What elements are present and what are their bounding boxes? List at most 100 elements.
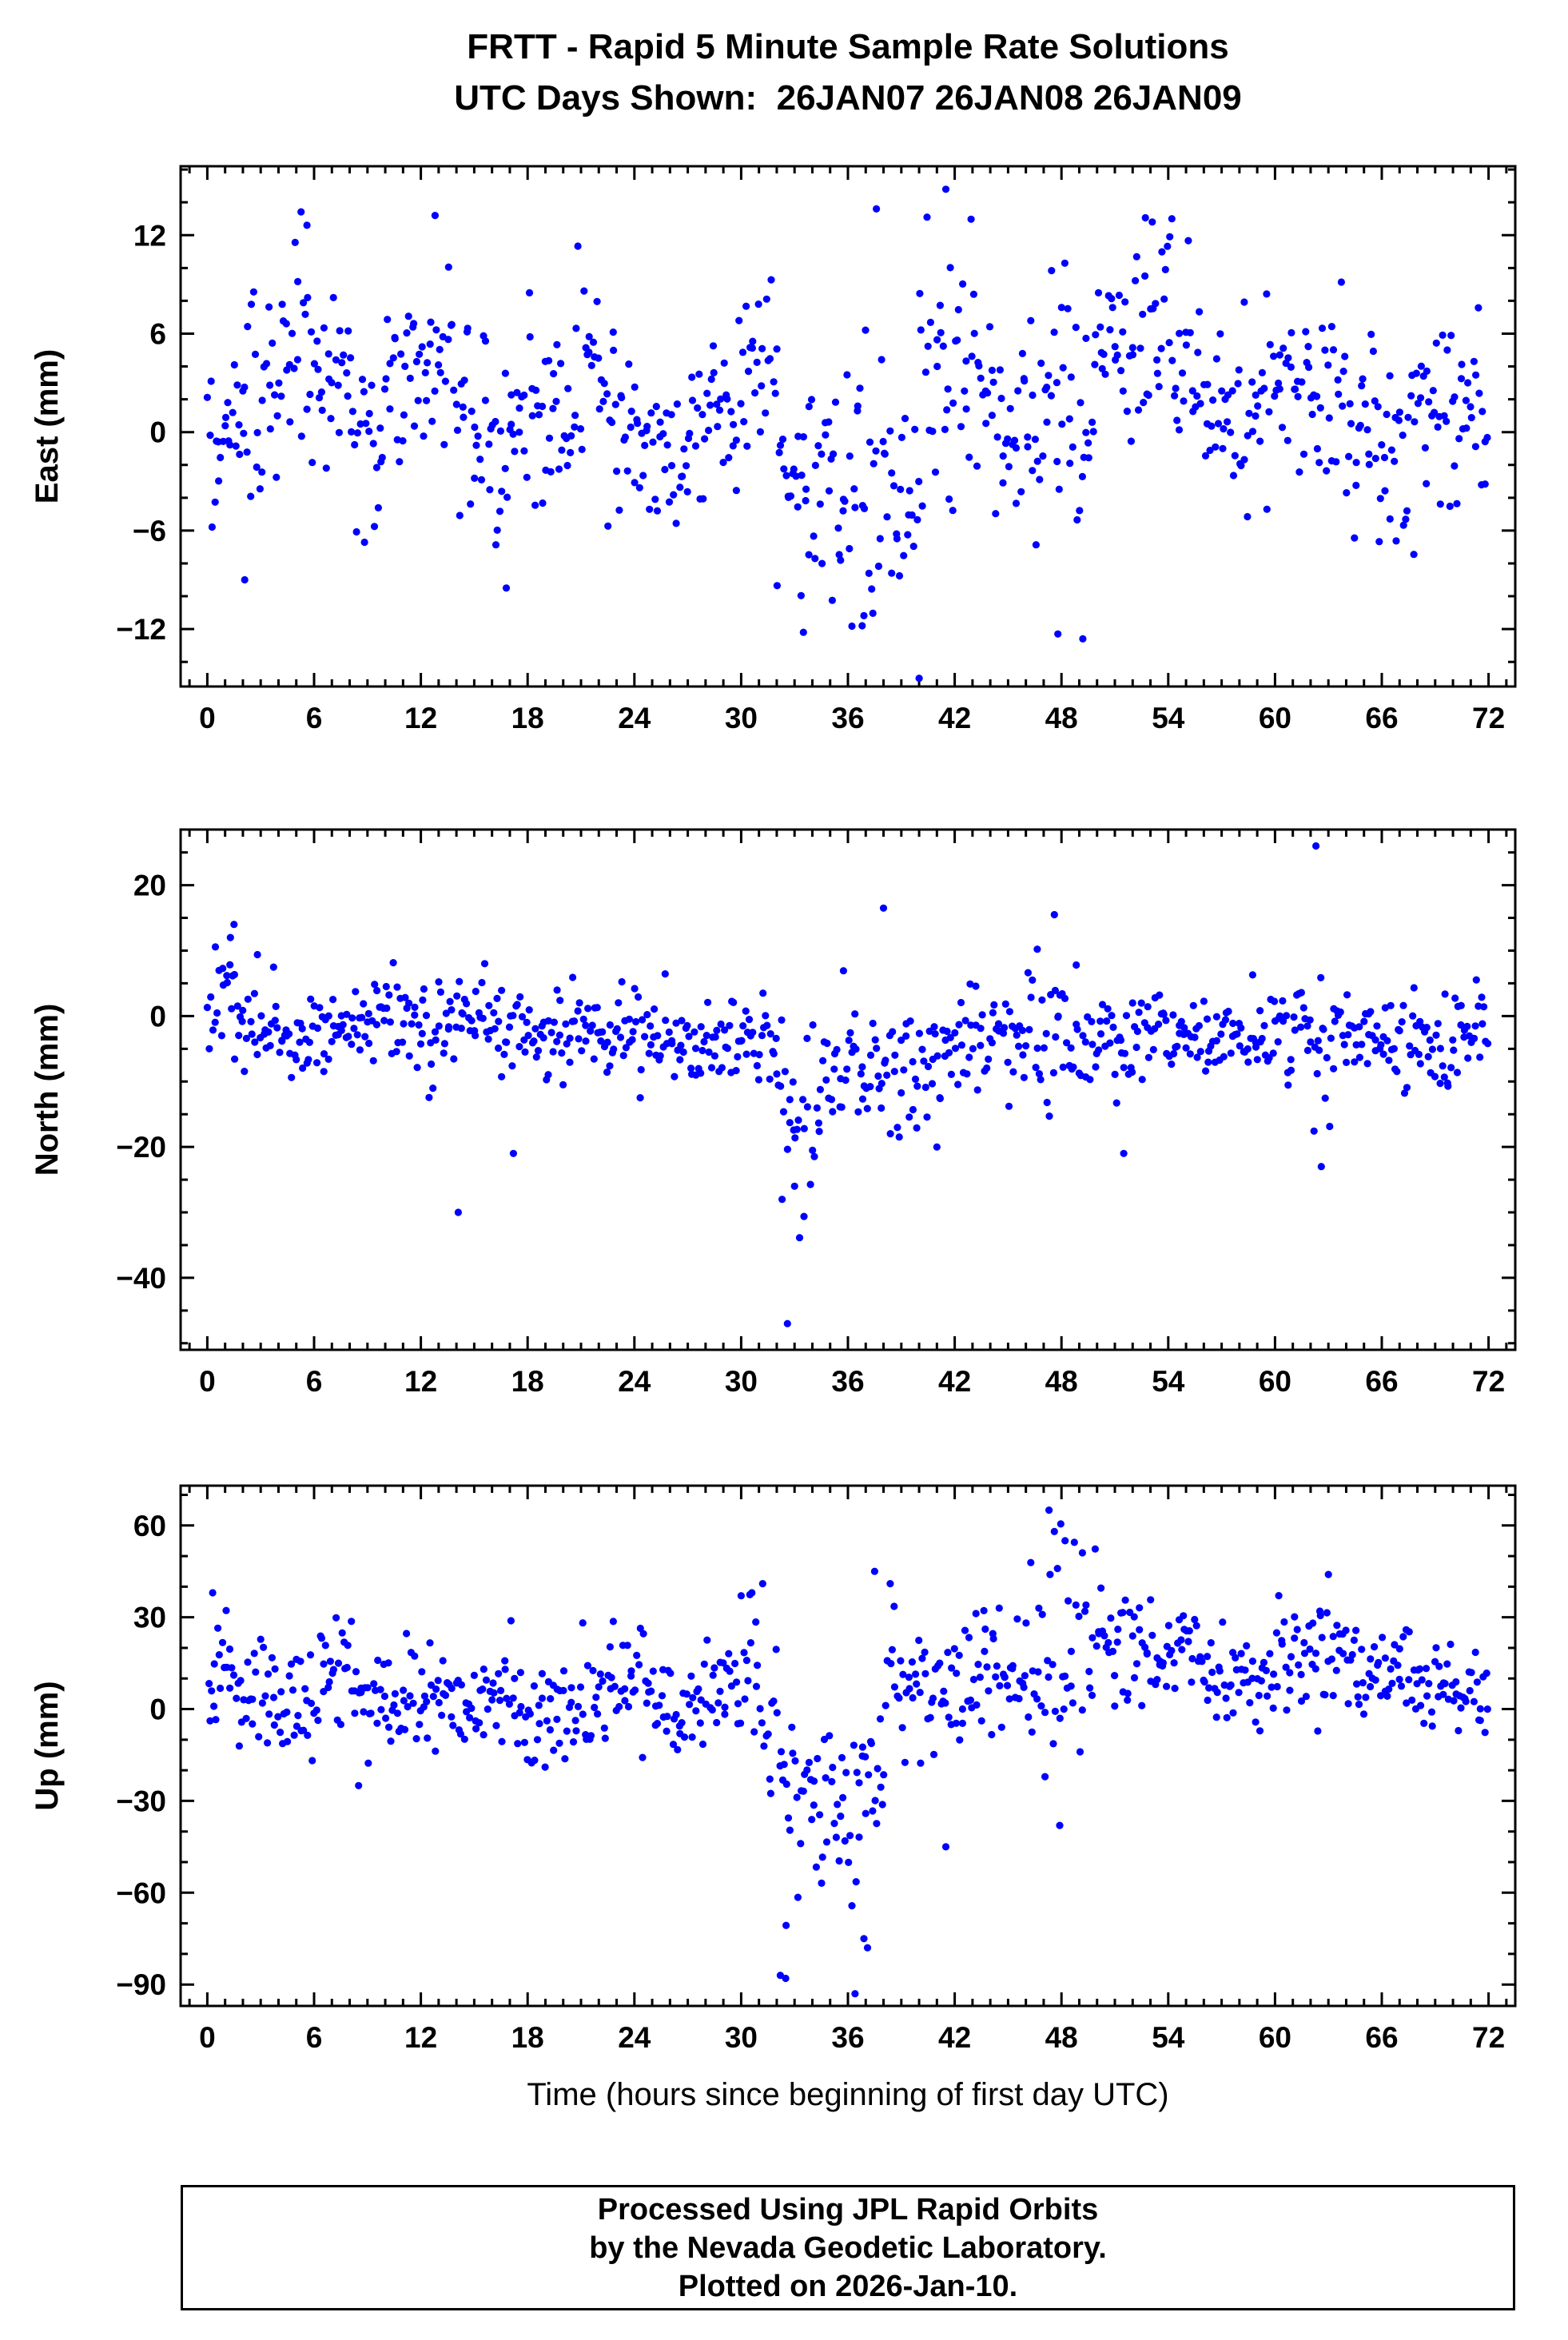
data-point: [647, 409, 655, 417]
data-point: [1038, 996, 1046, 1004]
data-point: [348, 408, 356, 416]
data-point: [594, 1710, 602, 1718]
data-point: [1224, 1007, 1232, 1016]
data-point: [1025, 1025, 1033, 1033]
data-point: [848, 1902, 856, 1910]
data-point: [921, 1648, 929, 1656]
data-point: [852, 1045, 860, 1053]
data-point: [1327, 323, 1335, 331]
data-point: [837, 1813, 845, 1821]
data-point: [1043, 418, 1051, 426]
data-point: [380, 385, 389, 393]
data-point: [217, 1032, 225, 1040]
data-point: [679, 472, 686, 480]
data-point: [205, 1045, 213, 1053]
data-point: [899, 1670, 907, 1678]
data-point: [438, 1711, 446, 1719]
data-point: [917, 326, 925, 334]
data-point: [631, 383, 639, 391]
data-point: [300, 299, 308, 307]
data-point: [939, 342, 947, 350]
data-point: [206, 1717, 214, 1725]
data-point: [734, 1053, 742, 1061]
data-point: [1216, 1667, 1224, 1675]
data-point: [583, 1661, 592, 1669]
data-point: [1022, 1042, 1030, 1050]
data-point: [1481, 1729, 1489, 1737]
data-point: [567, 432, 575, 440]
data-point: [1353, 1680, 1361, 1688]
data-point: [229, 408, 237, 416]
data-point: [1104, 1005, 1112, 1013]
data-point: [695, 370, 703, 378]
data-point: [618, 977, 626, 986]
data-point: [1049, 1661, 1057, 1669]
data-point: [890, 1602, 898, 1610]
data-point: [1038, 1610, 1046, 1618]
data-point: [599, 397, 607, 405]
data-point: [1046, 1570, 1054, 1578]
data-point: [770, 1049, 778, 1058]
data-point: [223, 978, 231, 987]
data-point: [773, 1709, 781, 1717]
data-point: [1024, 443, 1032, 451]
data-point: [1212, 443, 1220, 451]
data-point-outlier: [748, 1589, 756, 1597]
data-point: [946, 1033, 954, 1041]
data-point: [444, 1023, 453, 1031]
data-point: [265, 1028, 273, 1036]
data-point: [663, 1713, 671, 1721]
data-point: [1291, 1026, 1299, 1034]
data-point: [525, 1006, 533, 1014]
data-point: [1101, 370, 1109, 378]
data-point: [498, 1072, 506, 1080]
data-point: [337, 1026, 345, 1034]
data-point: [1266, 340, 1274, 348]
data-point: [727, 408, 735, 416]
data-point-outlier: [995, 1604, 1003, 1612]
data-point: [1371, 1643, 1379, 1651]
data-point: [1049, 1740, 1057, 1748]
data-point: [758, 1580, 766, 1588]
data-point: [791, 1757, 799, 1765]
data-point: [926, 1713, 934, 1721]
data-point: [1291, 1634, 1299, 1642]
data-point: [561, 1755, 569, 1763]
data-point: [404, 1703, 412, 1711]
data-point: [636, 1624, 644, 1633]
data-point: [973, 1086, 981, 1094]
data-point: [1453, 1069, 1462, 1076]
data-point: [348, 1014, 356, 1022]
data-point-outlier: [454, 1208, 463, 1216]
data-point: [1191, 1615, 1199, 1624]
data-point: [1108, 1012, 1116, 1020]
data-point: [1128, 1068, 1136, 1076]
data-point: [786, 492, 795, 500]
data-point: [1371, 1036, 1379, 1044]
up-frame: [179, 1484, 1517, 2008]
data-point: [1229, 1709, 1237, 1717]
data-point: [1474, 1002, 1482, 1010]
data-point: [625, 1015, 634, 1023]
data-point: [930, 1023, 938, 1031]
data-point: [530, 1037, 538, 1045]
data-point: [1188, 1678, 1196, 1686]
data-point: [1088, 1017, 1096, 1025]
data-point: [1275, 351, 1283, 359]
data-point: [1306, 1645, 1314, 1654]
data-point: [589, 1666, 597, 1674]
data-point: [749, 1029, 757, 1037]
data-point: [1315, 1046, 1323, 1054]
data-point: [771, 389, 779, 397]
data-point: [834, 524, 842, 532]
data-point: [1195, 1021, 1203, 1030]
data-point: [1155, 383, 1163, 391]
data-point: [1091, 1545, 1099, 1553]
data-point: [1403, 507, 1411, 515]
data-point: [530, 1682, 539, 1690]
data-point: [732, 487, 741, 495]
data-point: [710, 1664, 718, 1672]
data-point: [636, 1094, 644, 1102]
data-point: [631, 479, 639, 487]
data-point: [495, 1669, 503, 1677]
